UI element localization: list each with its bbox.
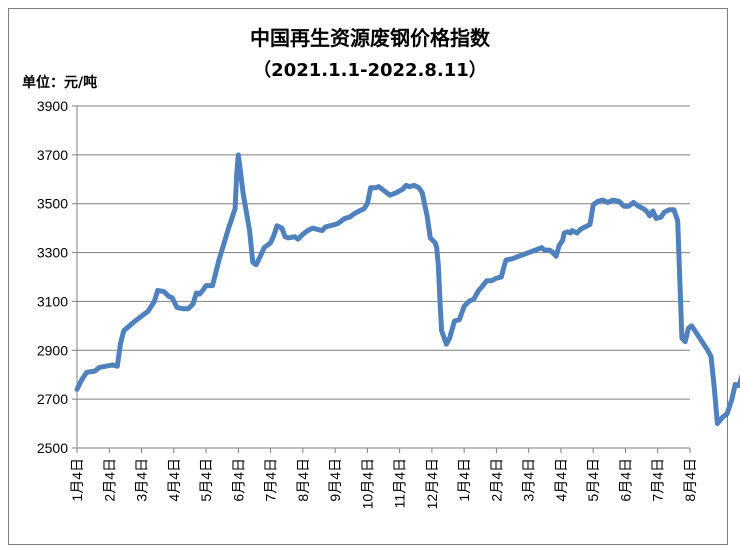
x-tick-label: 3月4日 (134, 458, 150, 502)
x-tick-label: 8月4日 (295, 458, 311, 502)
x-tick-label: 7月4日 (263, 458, 279, 502)
x-tick-label: 3月4日 (521, 458, 537, 502)
x-tick-label: 9月4日 (327, 458, 343, 502)
x-tick-label: 2月4日 (101, 458, 117, 502)
x-tick-label: 5月4日 (585, 458, 601, 502)
y-tick-label: 2500 (37, 440, 68, 456)
x-tick-label: 4月4日 (553, 458, 569, 502)
y-tick-label: 2900 (37, 342, 68, 358)
y-tick-label: 3900 (37, 98, 68, 114)
chart-frame (8, 8, 728, 545)
x-tick-label: 10月4日 (359, 458, 375, 509)
x-tick-label: 4月4日 (166, 458, 182, 502)
unit-label: 单位：元/吨 (22, 75, 98, 91)
x-tick-label: 1月4日 (69, 458, 85, 502)
y-tick-label: 3700 (37, 147, 68, 163)
y-tick-label: 3500 (37, 196, 68, 212)
y-tick-label: 3300 (37, 245, 68, 261)
x-tick-label: 6月4日 (617, 458, 633, 502)
x-tick-label: 6月4日 (230, 458, 246, 502)
x-tick-label: 1月4日 (456, 458, 472, 502)
x-tick-label: 8月4日 (682, 458, 698, 502)
x-tick-label: 5月4日 (198, 458, 214, 502)
y-tick-label: 3100 (37, 293, 68, 309)
y-tick-label: 2700 (37, 391, 68, 407)
x-tick-label: 12月4日 (424, 458, 440, 509)
chart-title: 中国再生资源废钢价格指数 (250, 26, 490, 50)
x-tick-label: 11月4日 (392, 458, 408, 508)
chart-subtitle: （2021.1.1-2022.8.11） (253, 60, 487, 81)
x-tick-label: 2月4日 (488, 458, 504, 502)
series-line (74, 152, 740, 427)
x-tick-label: 7月4日 (650, 458, 666, 502)
